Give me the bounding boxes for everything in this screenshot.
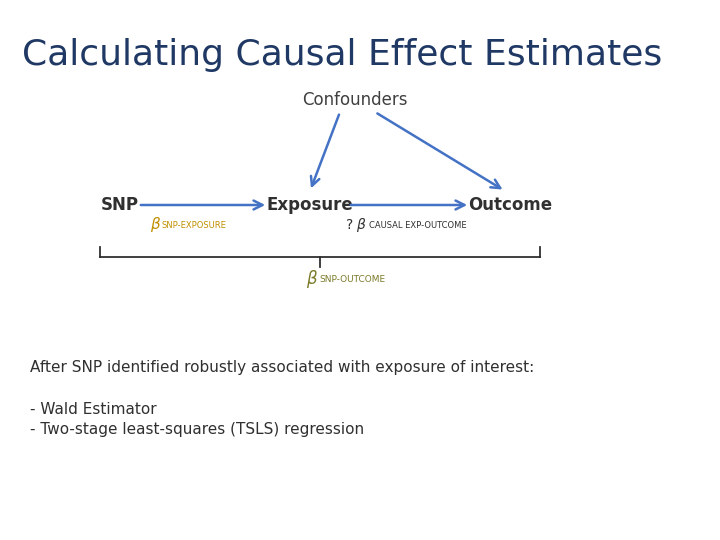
Text: SNP-OUTCOME: SNP-OUTCOME xyxy=(319,275,385,285)
Text: CAUSAL EXP-OUTCOME: CAUSAL EXP-OUTCOME xyxy=(369,221,467,231)
Text: $\beta$: $\beta$ xyxy=(306,268,318,290)
Text: Outcome: Outcome xyxy=(468,196,552,214)
Text: Calculating Causal Effect Estimates: Calculating Causal Effect Estimates xyxy=(22,38,662,72)
Text: $\beta$: $\beta$ xyxy=(150,215,161,234)
Text: ? $\beta$: ? $\beta$ xyxy=(345,216,367,234)
Text: After SNP identified robustly associated with exposure of interest:: After SNP identified robustly associated… xyxy=(30,360,534,375)
Text: SNP: SNP xyxy=(101,196,139,214)
Text: Exposure: Exposure xyxy=(266,196,354,214)
Text: - Two-stage least-squares (TSLS) regression: - Two-stage least-squares (TSLS) regress… xyxy=(30,422,364,437)
Text: - Wald Estimator: - Wald Estimator xyxy=(30,402,157,417)
Text: SNP-EXPOSURE: SNP-EXPOSURE xyxy=(162,221,227,231)
Text: Confounders: Confounders xyxy=(302,91,408,109)
